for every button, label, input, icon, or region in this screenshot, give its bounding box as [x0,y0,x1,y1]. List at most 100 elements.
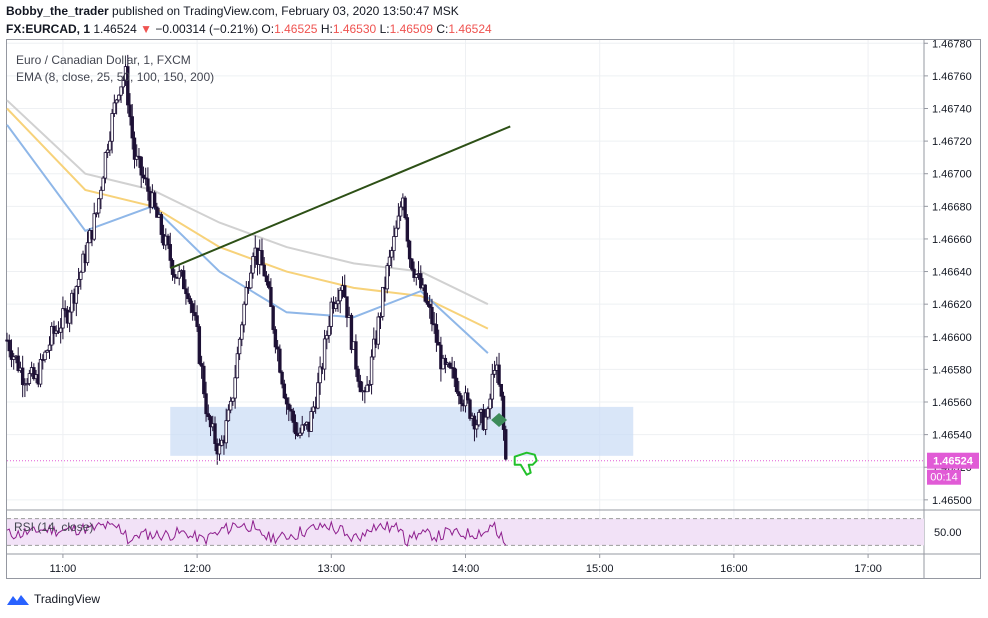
candle-body [369,356,374,385]
candle-body [410,258,414,270]
candle-body [284,397,289,405]
candle-body [110,113,114,142]
candle-body [233,377,237,399]
candle-body [63,308,67,311]
candle-body [226,409,231,422]
footer-brand[interactable]: TradingView [6,592,100,606]
candle-body [186,293,190,300]
candle-body [336,300,340,305]
candle-body [97,198,101,214]
candle-body [497,364,501,385]
high-label: H: [320,22,333,36]
x-tick-label: 13:00 [318,563,346,575]
candle-body [474,424,479,430]
candle-body [414,274,418,278]
candle-body [237,338,242,355]
rsi-band [7,518,924,546]
candle-body [327,325,331,336]
candle-body [425,300,430,305]
candle-body [262,264,266,277]
candle-body [367,383,372,386]
candle-body [139,156,143,176]
open-label: O: [261,22,275,36]
candle-body [27,373,32,384]
y-tick-label: 1.46560 [932,397,972,409]
candle-body [309,411,313,432]
y-tick-label: 1.46780 [932,38,972,50]
x-tick-label: 14:00 [452,563,480,575]
candle-body [499,383,503,397]
candle-body [103,152,108,179]
candle-body [168,244,172,261]
candle-body [249,272,253,289]
candle-body [430,306,434,325]
candle-body [436,342,441,346]
candle-body [287,403,291,410]
ema-legend[interactable]: EMA (8, close, 25, 50, 100, 150, 200) [16,70,215,84]
candle-body [483,416,488,430]
candle-body [45,350,49,353]
candle-body [132,137,137,160]
low-label: L: [379,22,390,36]
candle-body [206,413,210,417]
x-tick-label: 17:00 [854,563,882,575]
chart-legend-title: Euro / Canadian Dollar, 1, FXCM [16,53,191,67]
y-tick-label: 1.46580 [932,364,972,376]
x-tick-label: 12:00 [183,563,211,575]
candle-body [492,370,497,375]
ema-line-blue [6,124,489,354]
candle-body [188,298,193,305]
candle-body [311,406,316,412]
countdown-tag-label: 00:14 [930,472,958,484]
candle-body [356,368,360,382]
candle-body [407,240,412,260]
symbol-name: FX:EURCAD, 1 [6,22,91,36]
candle-body [269,286,273,307]
candle-body [275,346,280,350]
candle-body [365,384,369,393]
x-tick-label: 16:00 [720,563,748,575]
candle-body [173,274,177,278]
candle-body [159,214,164,235]
candle-body [398,206,403,217]
candle-body [260,250,264,266]
candle-body [468,399,472,419]
candle-body [280,371,284,385]
candle-body [228,400,233,411]
last-price: 1.46524 [93,22,137,36]
candle-body [67,311,72,324]
candle-body [358,380,363,393]
candle-body [318,366,322,384]
candle-body [32,367,36,380]
candle-body [419,273,423,289]
low-value: 1.46509 [389,22,433,36]
candle-body [235,353,240,379]
publish-info: published on TradingView.com, February 0… [112,4,459,18]
y-tick-label: 1.46660 [932,234,972,246]
candle-body [504,429,508,460]
candle-body [298,432,302,436]
countdown-tag [927,469,961,485]
candle-body [231,397,235,402]
candle-body [334,303,338,310]
candle-body [166,235,170,245]
candle-body [378,316,383,318]
candle-body [439,344,443,370]
author-name[interactable]: Bobby_the_trader [6,4,109,18]
candle-body [289,409,293,412]
thumbs-down-icon [513,451,538,476]
rsi-legend[interactable]: RSI (14, close) [14,520,94,534]
candle-body [302,424,307,426]
candle-body [372,338,376,358]
candle-body [278,348,282,373]
candle-body [16,355,20,371]
candle-body [197,326,202,364]
candle-body [217,444,222,455]
candle-body [385,265,389,290]
candle-body [293,421,298,435]
candle-body [105,149,110,154]
y-tick-label: 1.46600 [932,332,972,344]
candle-body [490,373,495,400]
candle-body [43,351,47,360]
